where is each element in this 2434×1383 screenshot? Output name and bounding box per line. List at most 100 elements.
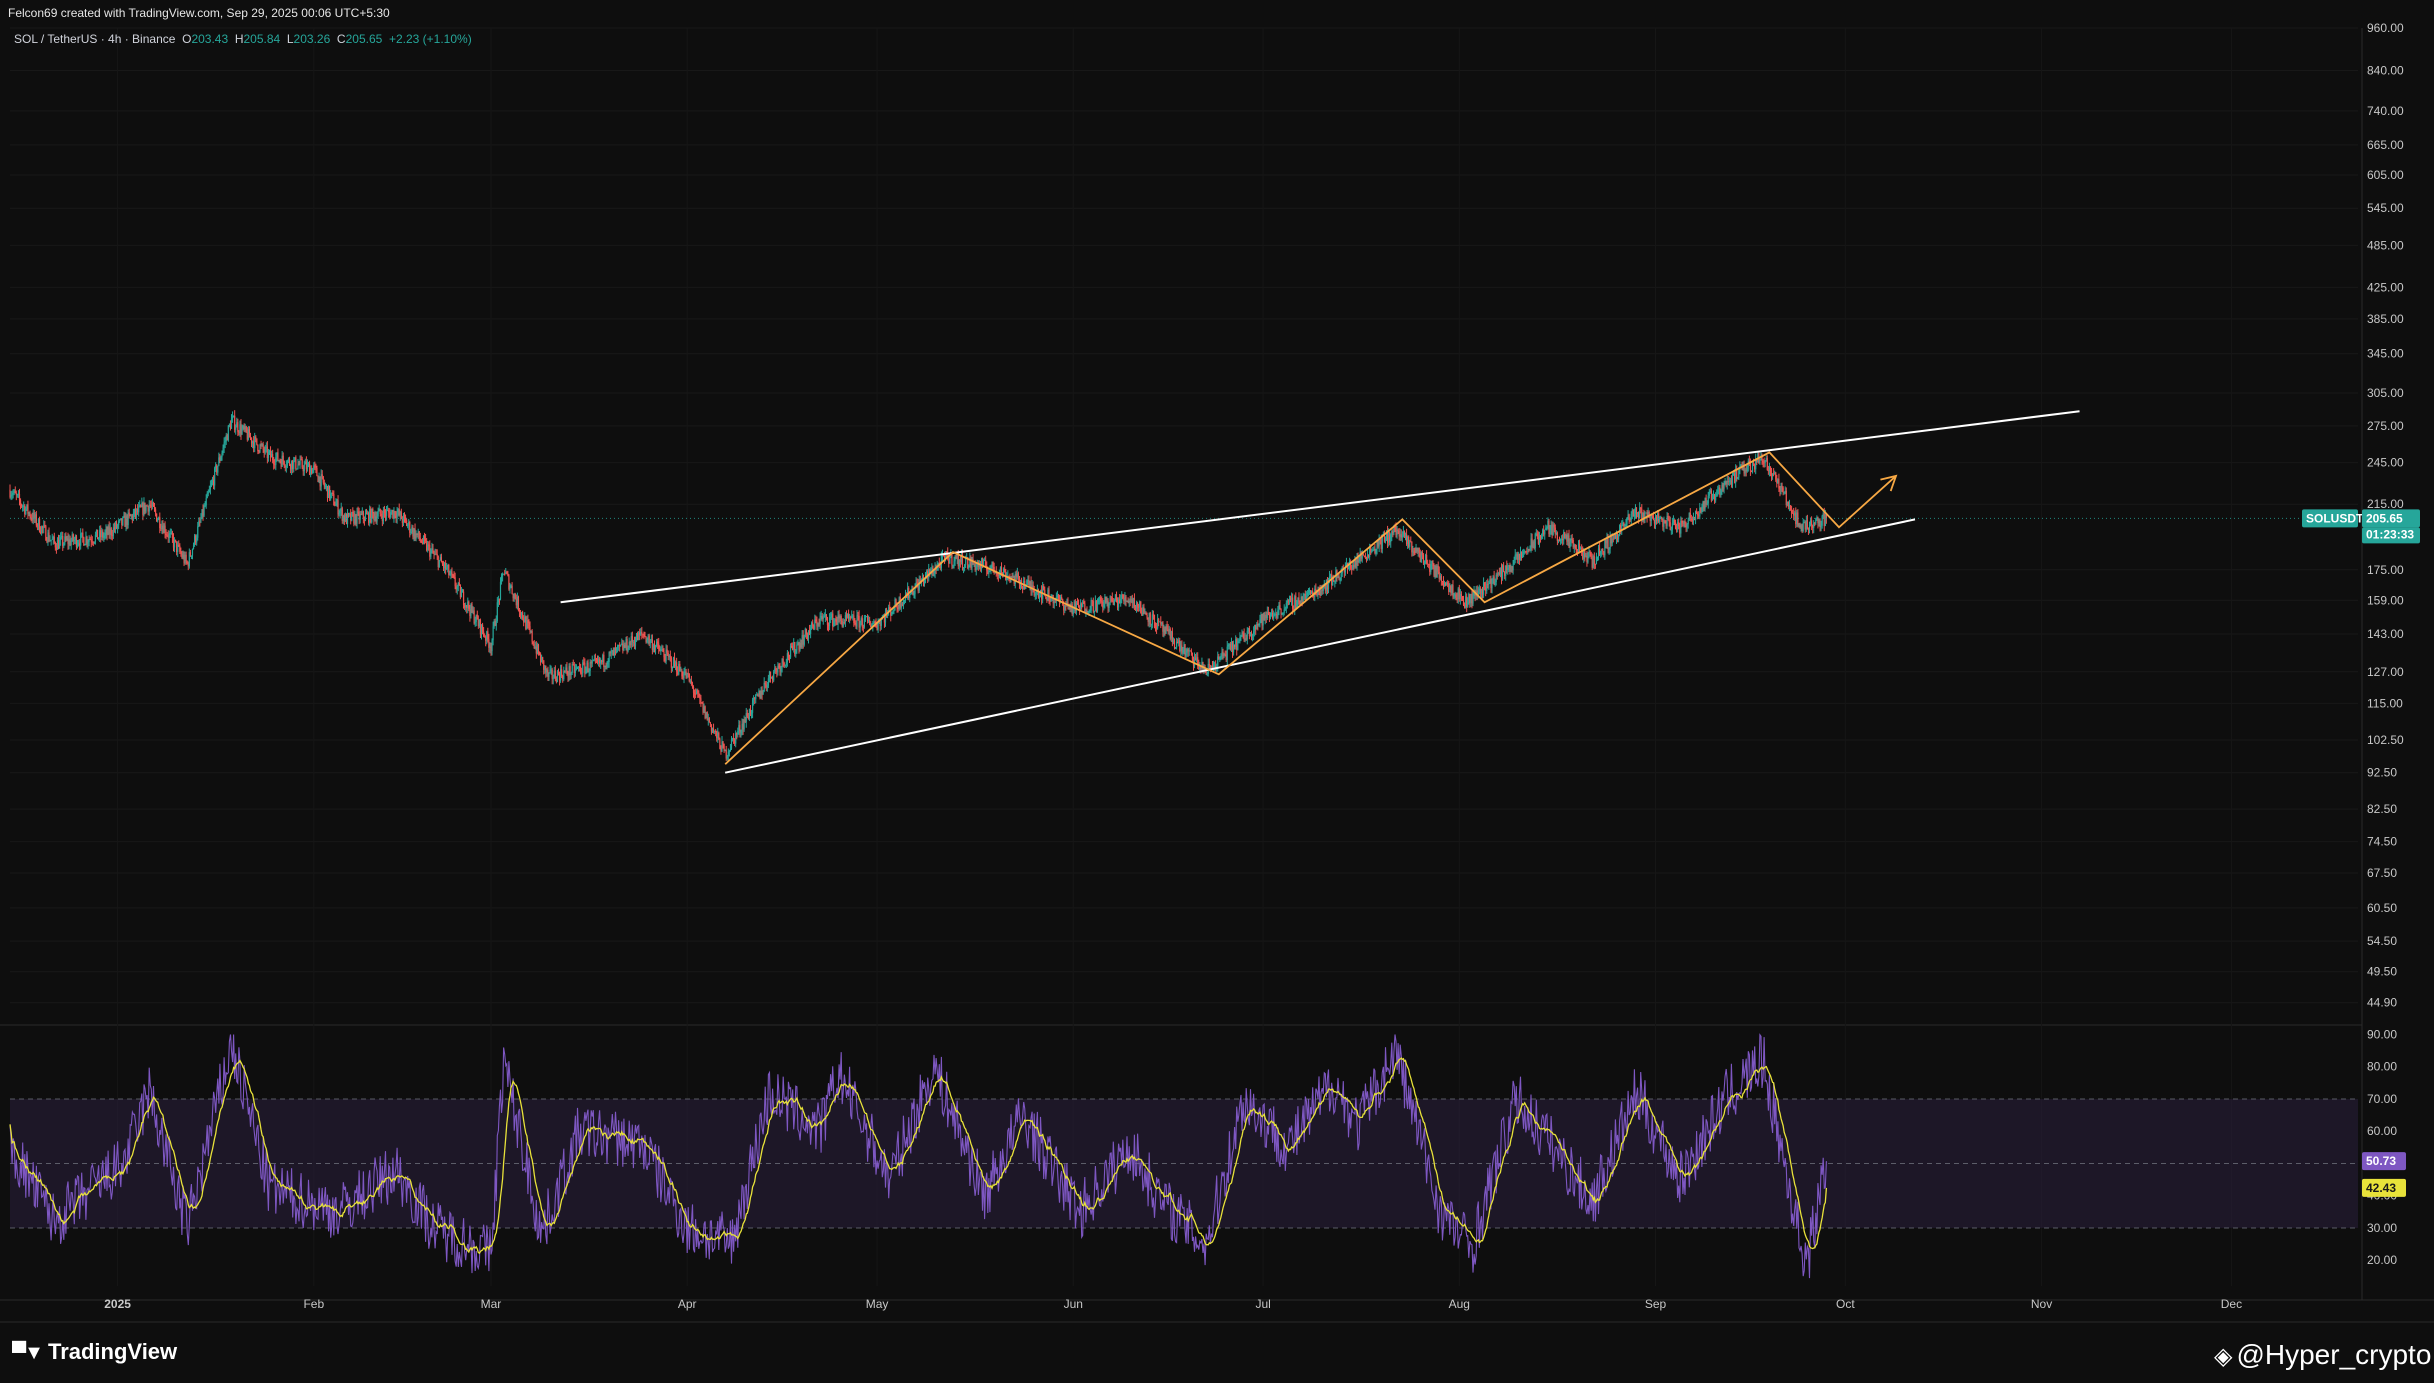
- candle-body: [1553, 524, 1555, 528]
- candle: [1121, 591, 1123, 604]
- candle-body: [180, 551, 182, 554]
- candle: [224, 436, 226, 449]
- candle: [1516, 551, 1518, 564]
- candle: [1653, 519, 1656, 529]
- candle-body: [49, 540, 51, 542]
- candle: [1125, 595, 1127, 607]
- candle: [1531, 533, 1533, 551]
- candle: [811, 621, 813, 630]
- candle: [310, 465, 312, 478]
- candle: [745, 707, 747, 728]
- candle-body: [548, 672, 550, 677]
- candle: [452, 573, 454, 579]
- candle-body: [1017, 573, 1019, 577]
- candle: [327, 484, 330, 499]
- candle-body: [323, 482, 325, 487]
- candle-body: [1030, 581, 1032, 591]
- candle-body: [490, 646, 492, 652]
- candle-body: [608, 652, 610, 663]
- candle: [651, 634, 653, 655]
- candle-body: [836, 621, 838, 625]
- candle: [356, 507, 358, 529]
- candle-body: [1612, 538, 1614, 540]
- candle-body: [1300, 596, 1302, 605]
- candle: [534, 641, 536, 650]
- candle: [1230, 637, 1233, 653]
- candle: [250, 437, 253, 448]
- candle: [1234, 644, 1236, 650]
- candle-body: [681, 670, 683, 677]
- candle-body: [542, 657, 544, 661]
- candle-body: [280, 461, 282, 467]
- candle: [1027, 575, 1029, 585]
- candle-body: [1150, 624, 1152, 626]
- candle: [1364, 552, 1367, 559]
- candle: [377, 507, 379, 519]
- candle: [1266, 606, 1268, 621]
- candle: [1084, 600, 1086, 613]
- candle: [1029, 580, 1031, 591]
- candle-body: [1111, 597, 1113, 602]
- candle: [554, 665, 556, 682]
- candle: [1492, 575, 1494, 584]
- candle: [616, 644, 619, 653]
- candle-body: [58, 540, 61, 549]
- candle-body: [394, 511, 396, 517]
- candle-body: [874, 622, 876, 624]
- candle-body: [322, 476, 324, 483]
- candle: [850, 615, 852, 621]
- candle: [542, 656, 544, 664]
- candle-body: [1524, 551, 1526, 553]
- candle-body: [1675, 528, 1678, 530]
- candle-body: [871, 625, 873, 628]
- candle-body: [275, 457, 277, 465]
- candle: [454, 572, 456, 590]
- candle-body: [1632, 509, 1634, 517]
- candle-body: [1135, 602, 1138, 609]
- candle: [1289, 595, 1292, 603]
- candle-body: [1420, 552, 1422, 563]
- candle: [1540, 533, 1543, 540]
- candle-body: [113, 527, 116, 530]
- candle-body: [845, 615, 848, 618]
- candle-body: [1377, 541, 1379, 547]
- candle-body: [1122, 594, 1124, 599]
- candle: [1727, 475, 1729, 486]
- candle-body: [296, 468, 298, 470]
- candle-body: [1053, 600, 1055, 604]
- candle: [1422, 553, 1425, 565]
- candle-body: [67, 538, 69, 545]
- candle-body: [392, 510, 394, 518]
- candle-body: [238, 431, 240, 434]
- candle: [1386, 525, 1389, 549]
- candle-body: [1596, 556, 1599, 558]
- candle-body: [73, 540, 75, 542]
- candle-body: [1247, 627, 1249, 631]
- candle-body: [1170, 631, 1172, 639]
- candle: [139, 500, 141, 508]
- candle-body: [786, 653, 788, 663]
- candle-body: [865, 616, 868, 618]
- candle: [379, 508, 381, 517]
- candle: [1101, 596, 1103, 607]
- candle-body: [412, 527, 414, 537]
- candle: [1138, 603, 1140, 612]
- candle: [1548, 518, 1550, 537]
- candle-body: [273, 460, 275, 465]
- candle: [826, 616, 829, 631]
- candle: [234, 410, 236, 433]
- candle-body: [116, 525, 119, 529]
- candle-body: [41, 526, 43, 534]
- candle-body: [507, 573, 509, 576]
- candle-body: [600, 660, 602, 664]
- candle: [865, 616, 868, 618]
- candle-body: [1496, 574, 1498, 576]
- candle-body: [468, 601, 470, 610]
- candle-body: [774, 668, 776, 672]
- candle-body: [426, 540, 428, 551]
- candle: [692, 685, 695, 698]
- candle-body: [1286, 600, 1288, 603]
- candle: [110, 526, 112, 540]
- candle-body: [29, 512, 31, 518]
